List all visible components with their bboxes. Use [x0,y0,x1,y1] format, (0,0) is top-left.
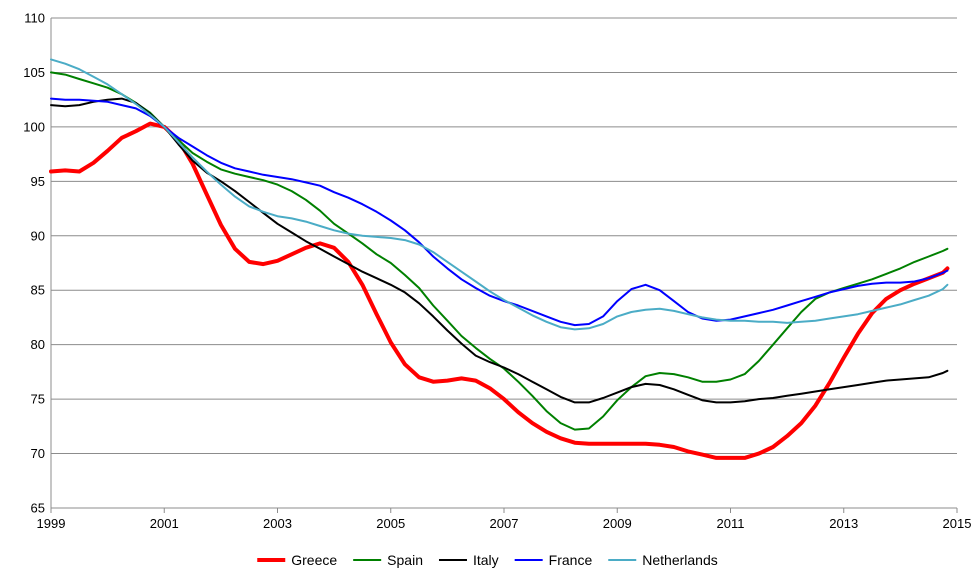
legend-label-france: France [549,552,593,568]
y-tick-label: 105 [23,65,45,80]
x-tick-label: 2003 [263,516,292,531]
x-tick-label: 2007 [490,516,519,531]
legend-label-italy: Italy [473,552,499,568]
y-tick-label: 75 [31,392,45,407]
x-tick-label: 2005 [376,516,405,531]
x-tick-labels: 1999 2001 2003 2005 2007 2009 2011 2013 2015 [37,516,972,531]
y-tick-label: 100 [23,119,45,134]
y-tick-labels: 65 70 75 80 85 90 95 100 105 110 [23,11,45,516]
x-tick-label: 2013 [829,516,858,531]
y-tick-label: 95 [31,174,45,189]
y-tick-label: 80 [31,337,45,352]
series-lines [49,58,950,460]
x-tick-label: 1999 [37,516,66,531]
y-tick-label: 70 [31,446,45,461]
legend: Greece Spain Italy France Netherlands [257,552,718,568]
y-tick-label: 90 [31,228,45,243]
y-tick-label: 110 [24,11,45,26]
legend-label-spain: Spain [387,552,423,568]
x-tick-label: 2011 [717,516,745,531]
series-line-netherlands [50,58,949,331]
legend-label-netherlands: Netherlands [642,552,718,568]
y-tick-label: 65 [31,501,45,516]
x-tick-label: 2001 [150,516,179,531]
gridlines [51,17,957,455]
series-line-france [50,97,949,327]
axes [50,18,958,513]
x-tick-label: 2009 [603,516,632,531]
y-tick-label: 85 [31,283,45,298]
x-tick-label: 2015 [943,516,972,531]
series-line-spain [50,71,949,431]
series-line-greece [49,121,950,460]
series-line-italy [50,97,949,404]
legend-label-greece: Greece [291,552,337,568]
